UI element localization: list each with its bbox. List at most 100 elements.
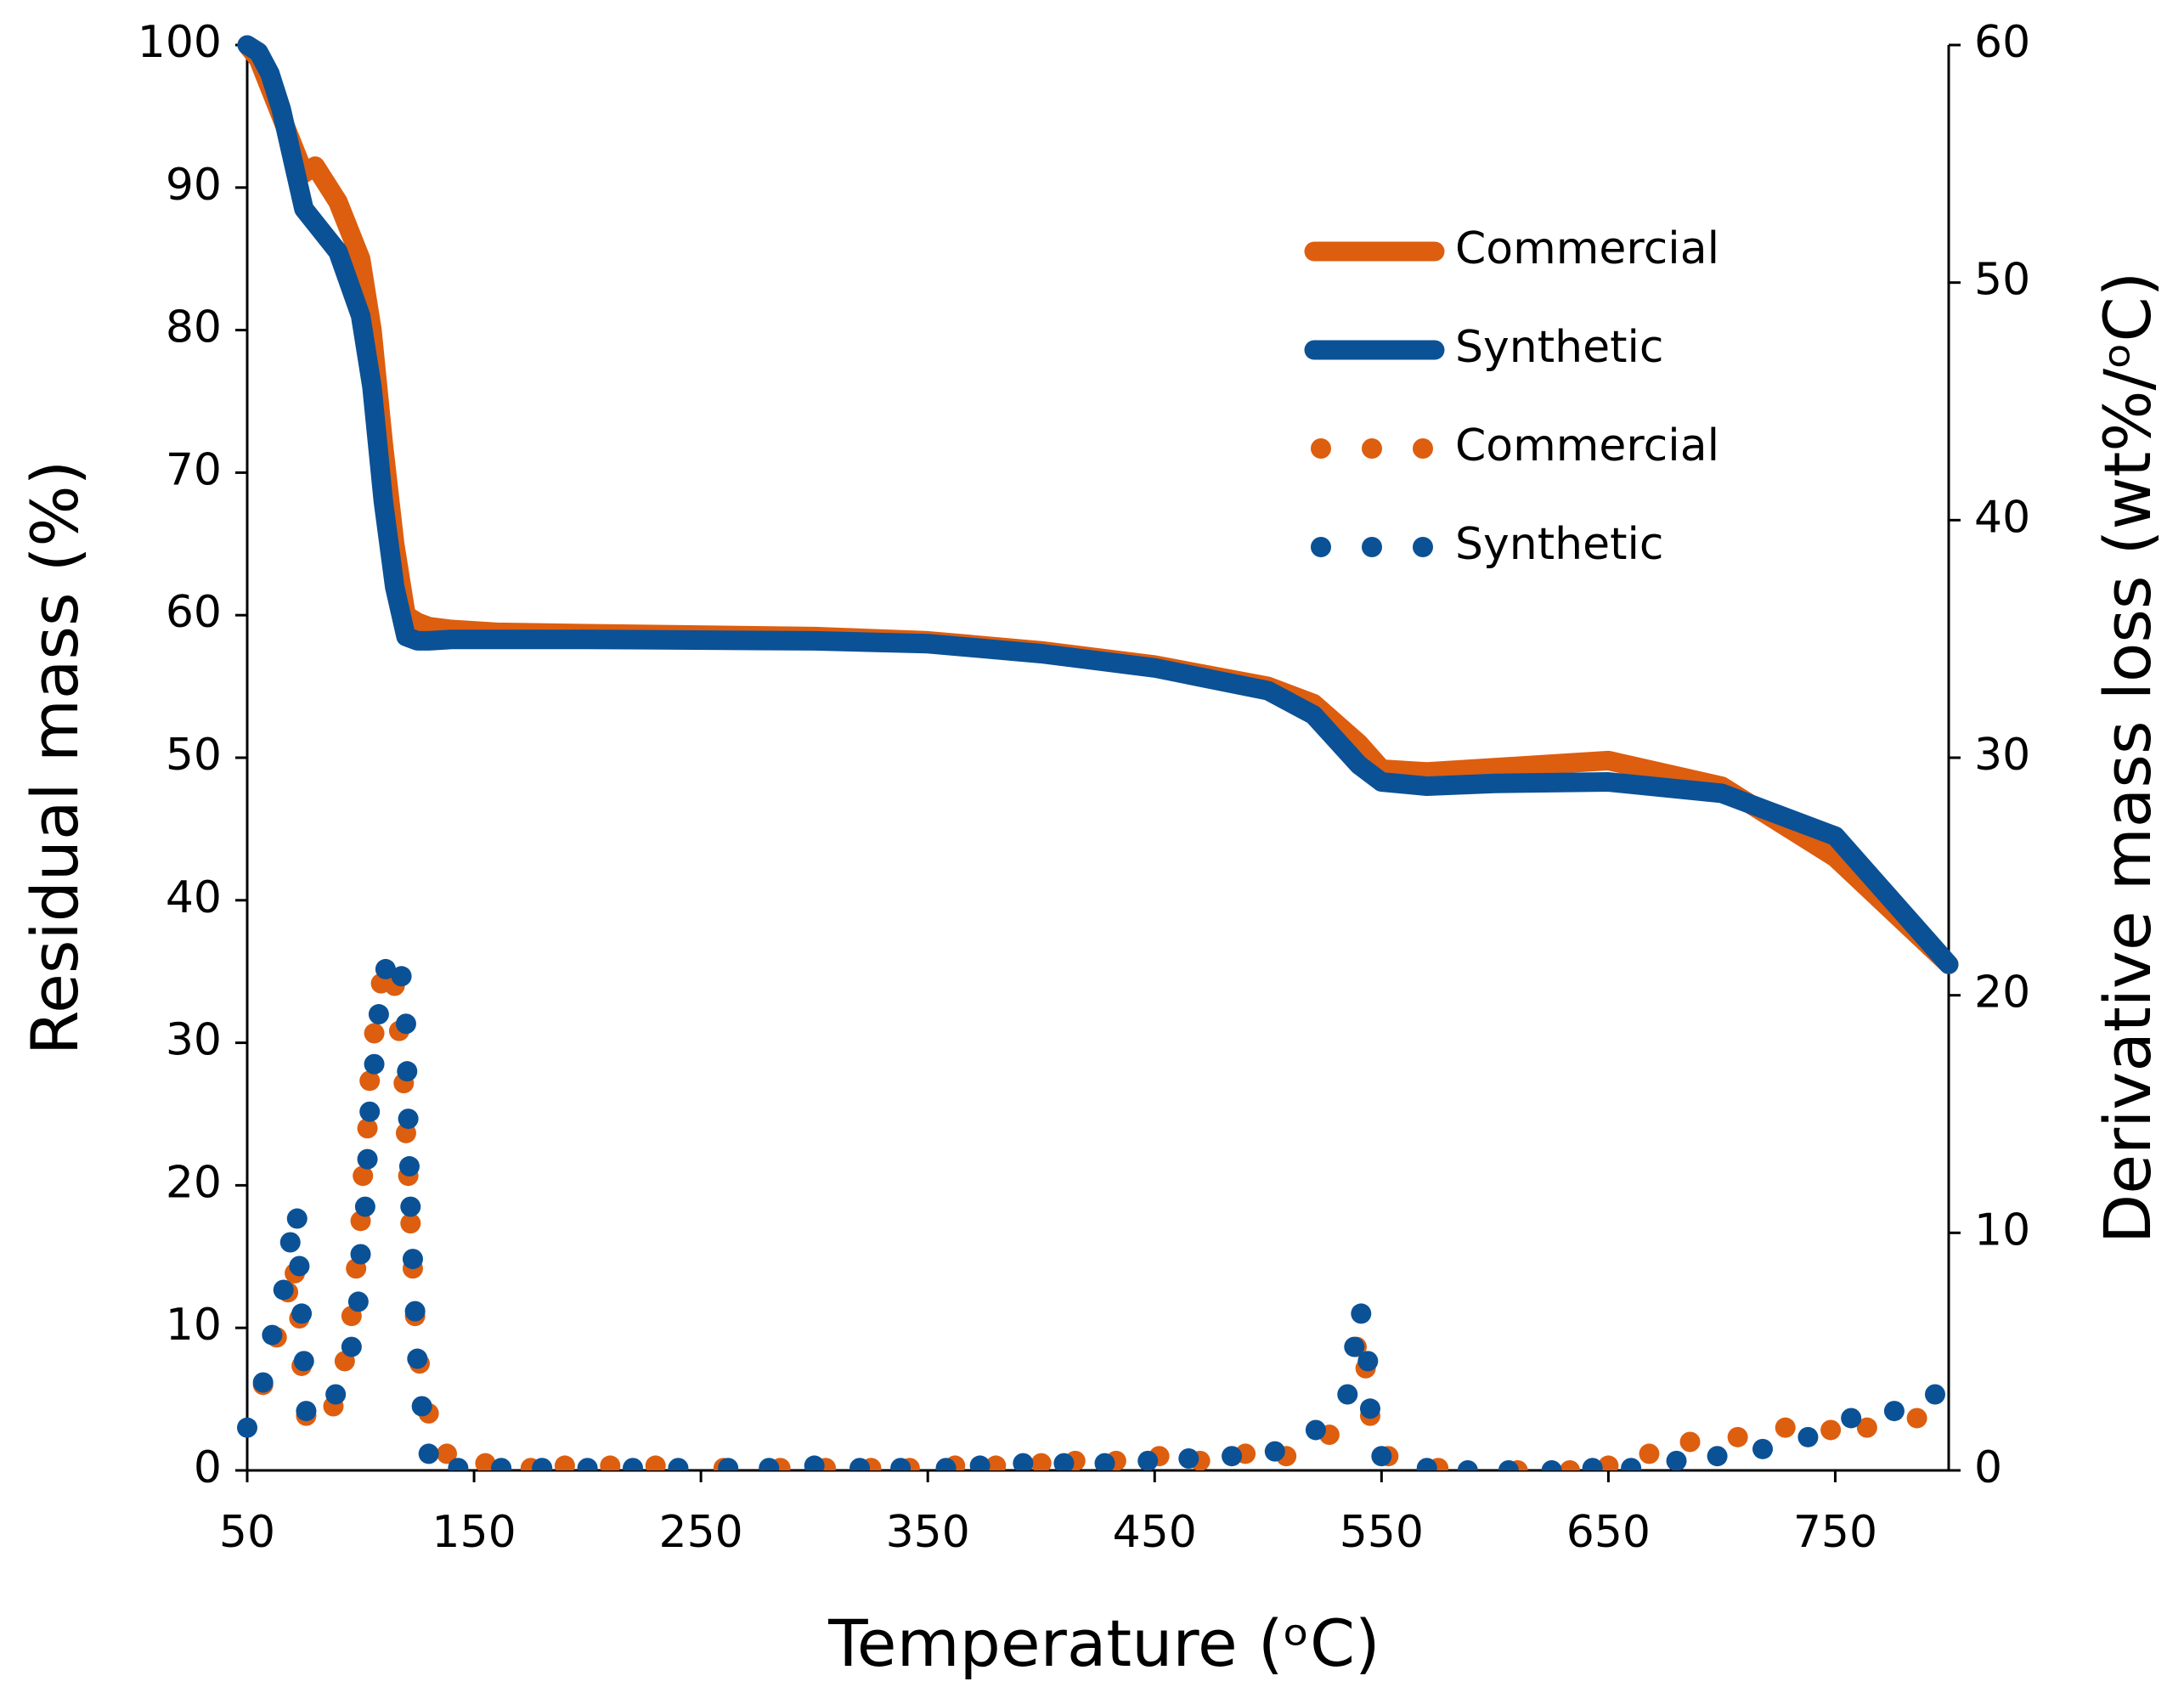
dot (437, 1443, 458, 1464)
dot (1416, 1458, 1437, 1470)
dot (1359, 1398, 1380, 1419)
x-tick-label: 250 (659, 1507, 743, 1558)
dot (448, 1458, 469, 1470)
dot (1560, 1460, 1580, 1470)
dot (759, 1458, 780, 1470)
dot (293, 1351, 314, 1372)
dot (969, 1455, 990, 1470)
line-series (237, 35, 1959, 974)
legend-dot (1311, 537, 1331, 557)
dot (357, 1118, 378, 1139)
dot (623, 1458, 644, 1470)
dot (296, 1401, 317, 1422)
dot (262, 1324, 283, 1346)
dot (935, 1458, 957, 1470)
y2-tick-label: 40 (1974, 492, 2030, 543)
dot (1707, 1446, 1728, 1467)
y2-tick-label: 0 (1974, 1442, 2002, 1493)
dot (1305, 1419, 1326, 1441)
dot (577, 1458, 598, 1470)
dot (400, 1196, 421, 1217)
dot (364, 1053, 385, 1075)
dot (286, 1208, 308, 1229)
dot (407, 1348, 428, 1369)
x-axis-title: Temperature (ᵒC) (827, 1605, 1380, 1681)
dot (1666, 1450, 1687, 1470)
dot (1727, 1426, 1748, 1447)
dot (400, 1213, 421, 1234)
legend-dot (1413, 537, 1433, 557)
dot (1137, 1450, 1159, 1470)
legend-dot (1362, 438, 1382, 459)
dot (341, 1336, 362, 1357)
dot (1621, 1458, 1642, 1470)
dot (1344, 1336, 1365, 1357)
y-tick-label: 30 (166, 1015, 222, 1066)
dot (359, 1070, 381, 1092)
dot (1856, 1417, 1877, 1438)
legend-text: Synthetic (1455, 322, 1664, 373)
dot (252, 1372, 274, 1393)
y-tick-label: 70 (166, 444, 222, 495)
y2-axis-title: Derivative mass loss (wt%/ᵒC) (2090, 272, 2165, 1244)
dot (1094, 1453, 1115, 1470)
dot (668, 1458, 689, 1470)
dot (357, 1148, 378, 1170)
dot (849, 1458, 871, 1470)
dot (1639, 1443, 1660, 1464)
legend-text: Commercial (1455, 223, 1719, 274)
x-tick-label: 750 (1793, 1507, 1877, 1558)
dot (359, 1101, 381, 1122)
x-tick-label: 450 (1113, 1507, 1197, 1558)
dot (291, 1303, 313, 1324)
dot (325, 1384, 347, 1405)
dot (645, 1455, 666, 1470)
dot (350, 1244, 371, 1265)
line-series (237, 35, 1959, 974)
dot (1351, 1303, 1372, 1324)
dot (1457, 1460, 1478, 1470)
y2-tick-label: 10 (1974, 1205, 2030, 1255)
y-axis-title: Residual mass (%) (17, 460, 93, 1056)
y-tick-label: 10 (166, 1300, 222, 1351)
dot (411, 1396, 432, 1417)
dot (402, 1249, 423, 1270)
dot (375, 958, 396, 979)
dot (289, 1255, 310, 1277)
dot (368, 1004, 389, 1025)
dot (475, 1453, 496, 1470)
legend-text: Synthetic (1455, 519, 1664, 570)
dot (1797, 1426, 1819, 1447)
dot (985, 1455, 1007, 1470)
dot (1841, 1408, 1862, 1429)
dot (1264, 1441, 1285, 1462)
y-tick-label: 50 (166, 730, 222, 781)
dot (397, 1061, 418, 1082)
dot (804, 1455, 825, 1470)
dot (404, 1301, 426, 1322)
dot (1013, 1453, 1034, 1470)
legend-text: Commercial (1455, 420, 1719, 471)
dot (1775, 1417, 1796, 1438)
plot-area (237, 35, 1959, 1470)
dot (279, 1232, 301, 1253)
dot (398, 1109, 419, 1130)
dot (354, 1196, 375, 1217)
y-tick-label: 100 (138, 17, 222, 68)
y2-tick-label: 60 (1974, 17, 2030, 68)
dot (353, 1165, 374, 1187)
dot (273, 1279, 294, 1301)
x-tick-label: 650 (1566, 1507, 1651, 1558)
dot (418, 1443, 439, 1464)
dot (1679, 1431, 1701, 1453)
y-tick-label: 40 (166, 872, 222, 923)
dot (1030, 1453, 1052, 1470)
dot (1371, 1446, 1392, 1467)
dot (1357, 1351, 1379, 1372)
y2-tick-label: 30 (1974, 730, 2030, 781)
dot (1053, 1453, 1075, 1470)
dot (890, 1458, 911, 1470)
dot (398, 1156, 420, 1177)
